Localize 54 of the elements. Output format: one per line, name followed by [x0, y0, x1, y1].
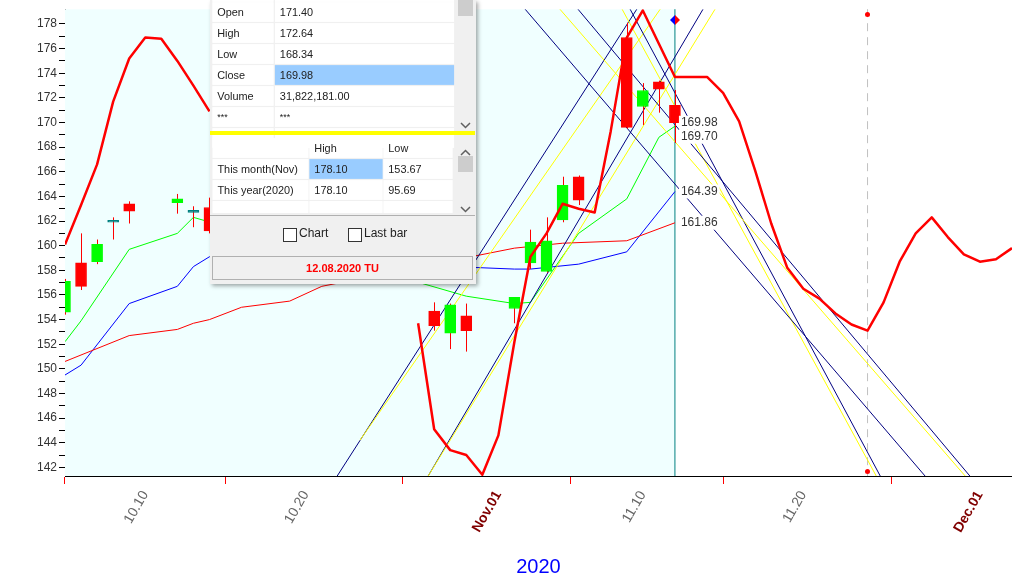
y-tick-label: 148 — [36, 385, 58, 400]
annotation: Last bar — [364, 226, 408, 240]
annotation: 153.67 — [383, 159, 453, 179]
annotation: 12.08.2020 TU — [212, 256, 473, 280]
annotation: 161.86 — [680, 215, 718, 230]
y-tick-label: 172 — [36, 90, 58, 105]
annotation: Close — [212, 65, 274, 85]
annotation: 31,822,181.00 — [274, 86, 455, 106]
annotation: High — [212, 23, 274, 43]
annotation: 178.10 — [309, 159, 383, 179]
y-tick-label: 170 — [36, 114, 58, 129]
x-axis-title: 2020 — [516, 554, 561, 577]
y-tick-label: 178 — [36, 16, 58, 31]
y-tick-label: 142 — [36, 459, 58, 474]
y-tick-label: 150 — [36, 361, 58, 376]
annotation: High — [309, 138, 383, 158]
annotation: This year(2020) — [212, 180, 309, 200]
annotation: Open — [212, 2, 274, 22]
candlestick — [107, 216, 119, 241]
annotation: 95.69 — [383, 180, 453, 200]
candlestick — [75, 232, 87, 291]
annotation: *** — [274, 107, 455, 127]
candlestick — [123, 200, 136, 225]
y-tick-label: 162 — [36, 213, 58, 228]
annotation: This month(Nov) — [212, 159, 309, 179]
y-tick-label: 174 — [36, 65, 58, 80]
y-tick-label: 168 — [36, 139, 58, 154]
annotation: 169.70 — [680, 129, 718, 144]
y-tick-label: 176 — [36, 40, 58, 55]
candlestick — [187, 205, 200, 228]
y-tick-label: 146 — [36, 410, 58, 425]
y-tick-label: 156 — [36, 287, 58, 302]
y-tick-label: 152 — [36, 336, 58, 351]
y-tick-label: 166 — [36, 164, 58, 179]
annotation: 171.40 — [274, 2, 455, 22]
annotation: 169.98 — [274, 65, 455, 85]
y-tick-label: 144 — [36, 435, 58, 450]
candlestick — [508, 296, 521, 324]
annotation: 164.39 — [680, 183, 718, 198]
annotation: Low — [383, 138, 453, 158]
y-tick-label: 160 — [36, 237, 58, 252]
candlestick — [653, 80, 665, 114]
annotation: 172.64 — [274, 23, 455, 43]
annotation: *** — [212, 107, 274, 127]
annotation: 169.98 — [680, 115, 718, 130]
annotation: Volume — [212, 86, 274, 106]
y-tick-label: 164 — [36, 188, 58, 203]
annotation: Chart — [299, 226, 329, 240]
y-tick-label: 154 — [36, 311, 58, 326]
y-tick-label: 158 — [36, 262, 58, 277]
candlestick — [572, 174, 585, 206]
annotation: 178.10 — [309, 180, 383, 200]
annotation: 168.34 — [274, 44, 455, 64]
annotation: Low — [212, 44, 274, 64]
